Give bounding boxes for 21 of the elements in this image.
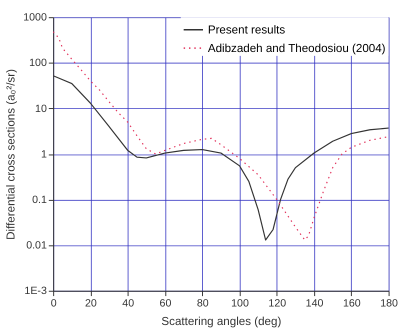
y-tick-label: 100 [29,57,47,70]
x-tick-label: 120 [268,298,286,310]
x-tick-label: 160 [342,298,361,310]
x-tick-label: 60 [160,298,172,310]
y-tick-label: 1 [40,148,47,160]
y-axis-title: Differential cross sections (a₀²/sr) [4,68,18,240]
y-tick-label: 0.1 [32,194,47,206]
legend-label: Present results [208,24,286,37]
x-tick-label: 40 [122,298,134,310]
x-tick-label: 20 [85,298,97,310]
x-tick-label: 100 [231,298,249,310]
y-tick-label: 0.01 [26,240,47,252]
x-tick-label: 180 [380,298,398,310]
y-tick-label: 1E-3 [24,285,47,298]
x-axis-title: Scattering angles (deg) [161,315,282,328]
y-tick-label: 10 [35,102,47,115]
x-tick-label: 80 [196,298,209,310]
x-tick-label: 0 [50,298,57,310]
y-tick-label: 1000 [23,12,47,24]
x-tick-label: 140 [306,298,324,310]
legend-label: Adibzadeh and Theodosiou (2004) [208,42,386,55]
